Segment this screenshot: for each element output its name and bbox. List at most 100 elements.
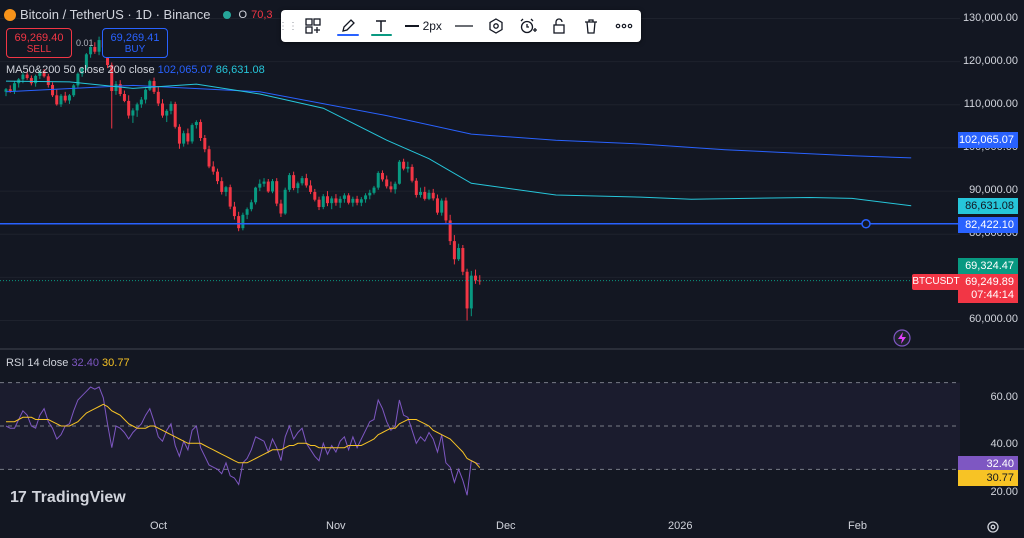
ma-legend[interactable]: MA50&200 50 close 200 close 102,065.07 8… (6, 64, 265, 76)
candle-body (224, 187, 228, 192)
candle-body (89, 46, 93, 55)
ma-fast-price-tag: 86,631.08 (958, 198, 1018, 214)
rsi-ma-value: 30.77 (102, 357, 130, 369)
lock-icon (553, 18, 566, 34)
candle-body (72, 85, 76, 96)
candle-body (283, 189, 287, 214)
symbol-title: Bitcoin / TetherUS · 1D · Binance (20, 7, 211, 22)
candle-body (474, 275, 478, 281)
candle-body (452, 241, 456, 260)
line-width-label: 2px (422, 19, 442, 33)
hline-price-tag[interactable]: 82,422.10 (958, 217, 1018, 233)
candle-body (338, 198, 342, 203)
flash-icon[interactable] (893, 329, 911, 347)
candle-body (156, 91, 160, 104)
trash-icon (585, 19, 598, 34)
candle-body (313, 191, 317, 200)
candle-body (330, 198, 334, 204)
symbol-header[interactable]: Bitcoin / TetherUS · 1D · Binance O 70,3 (4, 7, 273, 22)
candle-body (262, 181, 266, 184)
candle-body (131, 110, 135, 116)
rsi-legend[interactable]: RSI 14 close 32.40 30.77 (6, 357, 130, 369)
candle-body (165, 110, 169, 116)
market-status-icon (222, 10, 231, 19)
ma-fast-line (5, 80, 912, 207)
open-label: O (238, 8, 248, 21)
more-button[interactable] (607, 10, 641, 42)
candle-body (478, 280, 482, 282)
sell-button[interactable]: 69,269.40 SELL (6, 28, 72, 58)
buy-label: BUY (124, 44, 146, 55)
candle-body (228, 187, 232, 207)
candle-body (249, 202, 253, 210)
candle-body (135, 104, 139, 111)
line-color-swatch (336, 34, 359, 36)
candle-body (393, 183, 397, 190)
candle-body (304, 178, 308, 186)
line-width-button[interactable]: 2px (398, 10, 448, 42)
time-axis-label: Feb (848, 520, 867, 532)
candle-body (321, 196, 325, 208)
candle-body (21, 74, 25, 80)
candle-body (296, 183, 300, 189)
candle-body (55, 95, 59, 105)
time-axis-label: Oct (150, 520, 168, 532)
candle-body (42, 71, 46, 77)
candle-body (364, 195, 368, 200)
candle-body (182, 133, 186, 144)
candle-body (270, 181, 274, 192)
lock-button[interactable] (544, 10, 576, 42)
buy-button[interactable]: 69,269.41 BUY (102, 28, 168, 58)
candle-body (216, 171, 219, 182)
candle-body (359, 199, 363, 203)
candle-body (300, 178, 304, 184)
ma-slow-price-tag: 102,065.07 (958, 132, 1018, 148)
more-icon (615, 23, 633, 29)
candle-body (414, 180, 418, 195)
delete-button[interactable] (575, 10, 607, 42)
candle-body (67, 95, 71, 101)
axis-settings-icon[interactable] (986, 520, 1000, 534)
candle-body (122, 94, 126, 101)
ma-legend-label: MA50&200 50 close 200 close (6, 64, 155, 76)
candle-body (46, 76, 50, 85)
price-axis-label: 90,000.00 (969, 184, 1018, 196)
candle-body (435, 198, 439, 213)
candle-body (110, 65, 114, 91)
line-color-button[interactable] (331, 10, 365, 42)
candle-body (275, 181, 279, 204)
alert-button[interactable] (512, 10, 544, 42)
candle-body (127, 100, 131, 116)
rsi-axis-label: 40.00 (990, 438, 1018, 450)
sell-price: 69,269.40 (14, 32, 64, 44)
candle-body (334, 198, 338, 203)
candle-body (380, 172, 384, 180)
text-color-button[interactable] (365, 10, 399, 42)
candle-body (59, 95, 63, 105)
symbol-price-tag: BTCUSDT (912, 274, 960, 290)
rsi-value-tag: 32.40 (958, 456, 1018, 472)
candle-body (266, 181, 270, 192)
price-axis-label: 130,000.00 (962, 12, 1018, 24)
candle-body (97, 40, 101, 52)
candle-body (402, 161, 406, 169)
candle-body (448, 220, 452, 242)
tradingview-logo[interactable]: 17 TradingView (10, 489, 126, 507)
candle-body (465, 271, 469, 309)
ma-slow-value: 102,065.07 (157, 64, 213, 76)
candle-body (254, 187, 258, 203)
candle-body (51, 84, 55, 96)
drag-handle-icon[interactable]: ⋮⋮ (278, 20, 298, 32)
candle-body (351, 198, 355, 203)
line-style-button[interactable] (448, 10, 480, 42)
candle-body (169, 103, 173, 111)
horizontal-line-handle[interactable] (861, 219, 871, 229)
settings-button[interactable] (480, 10, 512, 42)
candle-body (232, 206, 236, 217)
ma-fast-value: 86,631.08 (215, 64, 265, 76)
tool-group-button[interactable] (295, 10, 331, 42)
candle-body (406, 166, 410, 169)
alarm-clock-icon (520, 18, 537, 34)
settings-icon (489, 18, 503, 34)
